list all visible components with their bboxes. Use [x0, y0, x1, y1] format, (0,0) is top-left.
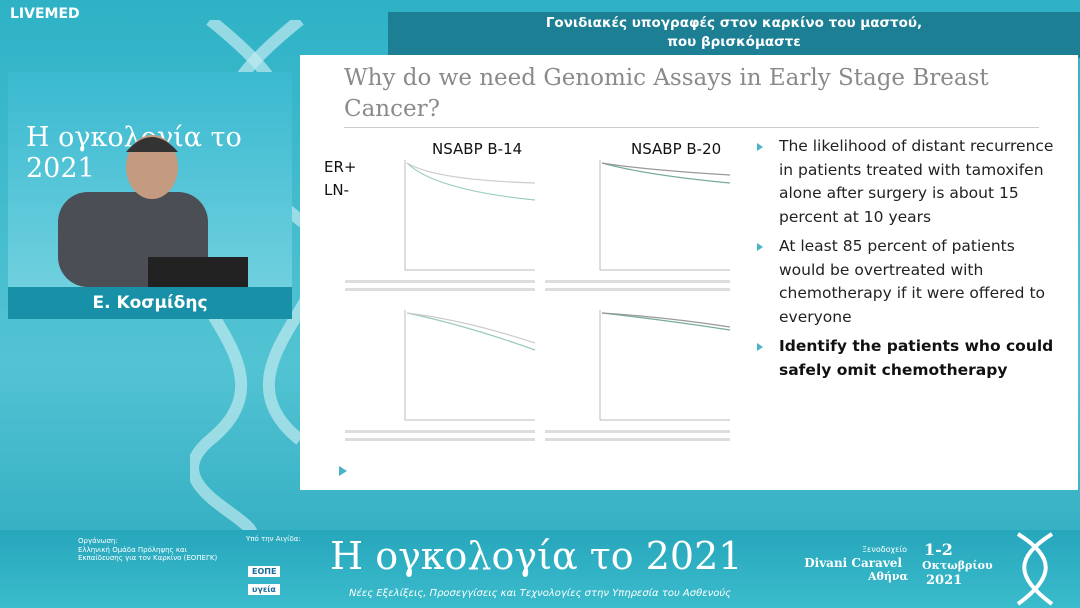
dna-logo — [1016, 532, 1054, 606]
venue-label: Ξενοδοχείο — [862, 545, 908, 554]
slide-title: Why do we need Genomic Assays in Early S… — [344, 65, 989, 122]
venue: Divani Caravel — [804, 556, 902, 570]
row-label: ER+ — [324, 158, 357, 176]
organizer: Ελληνική Ομάδα Πρόληψης και Εκπαίδευσης … — [78, 546, 218, 562]
speaker-video: Η ογκολογία το 2021 — [8, 72, 292, 287]
header-line: που βρισκόμαστε — [667, 34, 801, 50]
month: Οκτωβρίου — [922, 559, 993, 572]
footer-subtitle: Νέες Εξελίξεις, Προσεγγίσεις και Τεχνολο… — [349, 588, 731, 599]
auspices: Υπό την Αιγίδα: — [246, 535, 301, 543]
sponsor: ΕΟΠΕ — [248, 566, 281, 577]
logo: LIVEMED — [10, 6, 80, 22]
city: Αθήνα — [868, 570, 908, 583]
speaker-figure — [58, 135, 248, 287]
divider — [344, 127, 1039, 128]
sponsor: υγεία — [248, 584, 280, 595]
bullet: The likelihood of distant recurrence in … — [755, 135, 1055, 229]
bullet: At least 85 percent of patients would be… — [755, 235, 1055, 329]
bullet: Identify the patients who could safely o… — [755, 335, 1055, 382]
speaker-name: Ε. Κοσμίδης — [8, 287, 292, 319]
days: 1-2 — [924, 540, 953, 559]
slide: Why do we need Genomic Assays in Early S… — [300, 55, 1078, 490]
row-label: LN- — [324, 181, 349, 199]
header-line: Γονιδιακές υπογραφές στον καρκίνο του μα… — [545, 15, 923, 31]
chart-label: NSABP B-14 — [432, 140, 523, 158]
slide-marker — [339, 466, 347, 476]
organizer-label: Οργάνωση: — [78, 537, 118, 545]
footer — [0, 530, 1080, 608]
year: 2021 — [926, 573, 963, 588]
footer-title: Η ογκολογία το 2021 — [330, 534, 743, 578]
header: Γονιδιακές υπογραφές στον καρκίνο του μα… — [388, 12, 1080, 58]
chart-label: NSABP B-20 — [631, 140, 722, 158]
km-plots — [345, 160, 731, 441]
bullet-list: The likelihood of distant recurrence in … — [755, 135, 1055, 388]
